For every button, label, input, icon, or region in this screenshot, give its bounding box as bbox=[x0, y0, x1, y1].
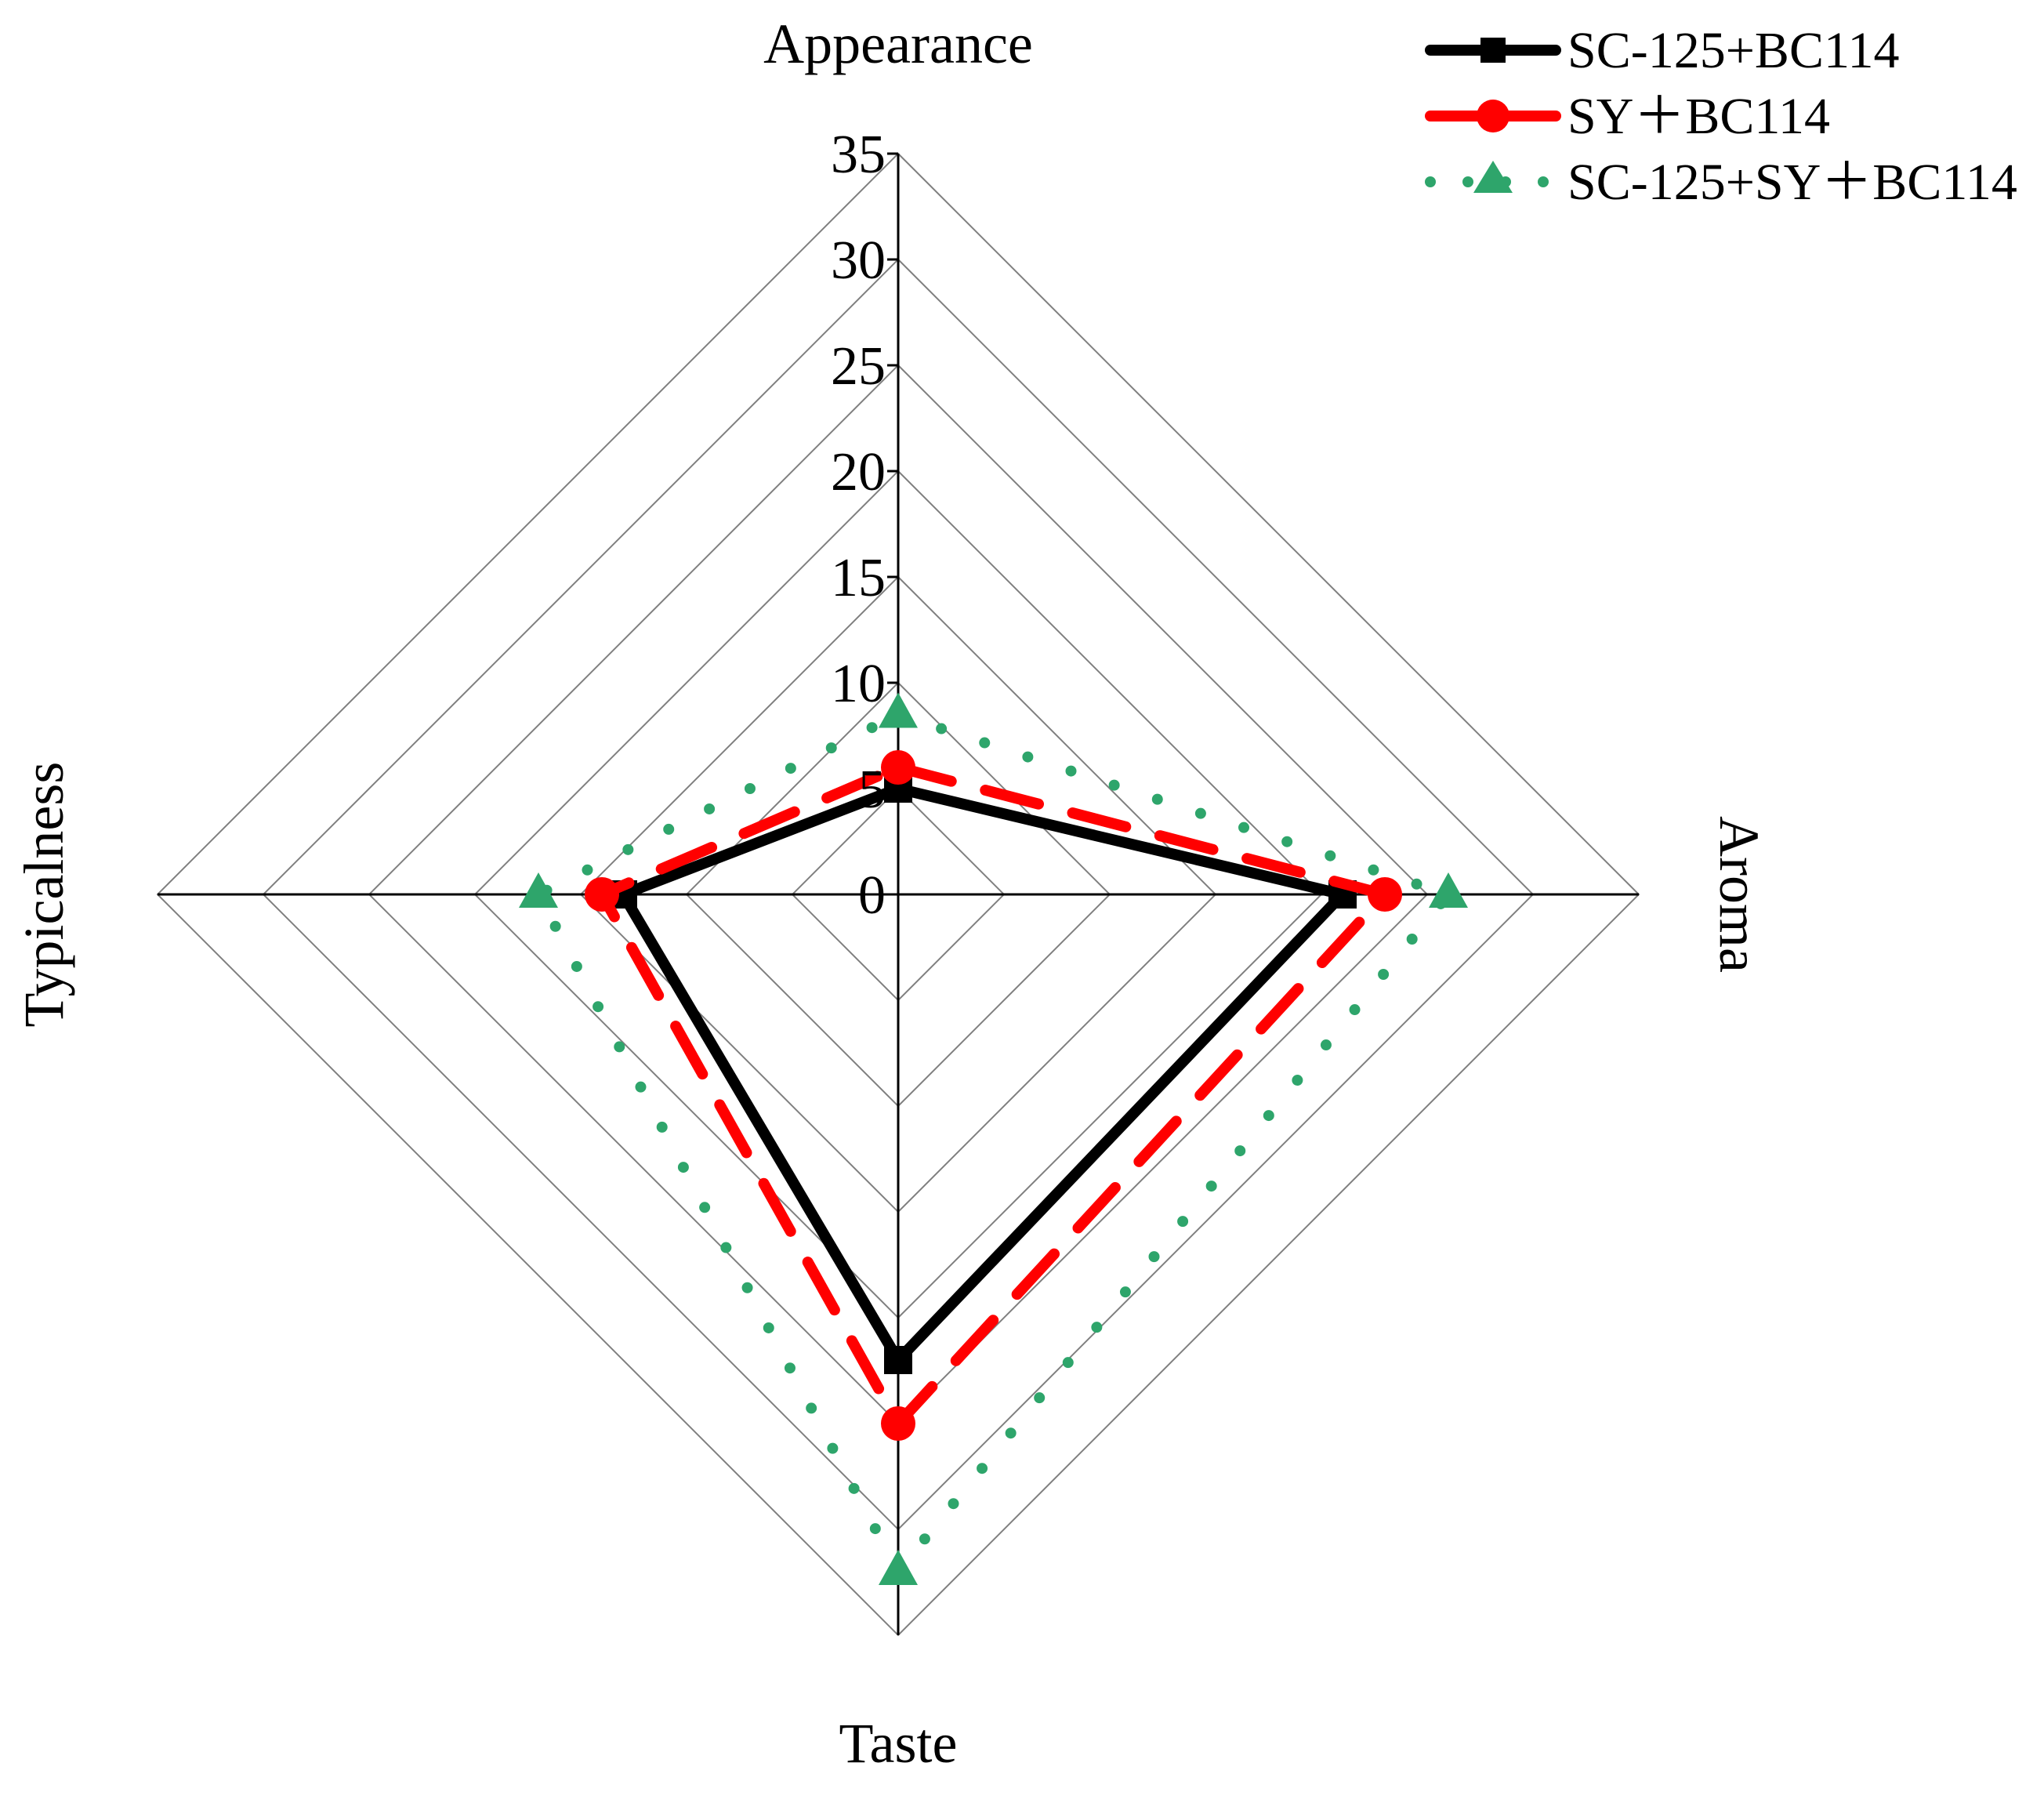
data-point bbox=[1429, 872, 1468, 908]
series-2 bbox=[519, 692, 1468, 1585]
legend-label: SC-125+SY＋BC114 bbox=[1567, 154, 2017, 211]
legend-marker-square bbox=[1480, 38, 1506, 63]
axis-title-appearance: Appearance bbox=[763, 13, 1033, 75]
data-point bbox=[879, 692, 918, 728]
data-point bbox=[881, 1406, 915, 1441]
legend-marker-circle bbox=[1477, 100, 1509, 132]
legend-marker-triangle bbox=[1473, 161, 1513, 193]
series-line bbox=[596, 762, 1390, 1429]
radial-tick-label: 15 bbox=[831, 548, 886, 608]
radial-tick-label: 35 bbox=[831, 125, 886, 185]
data-point bbox=[881, 750, 915, 785]
radial-tick-labels: 0 5 10 15 20 25 30 35 bbox=[831, 125, 886, 926]
data-point bbox=[585, 877, 619, 912]
radial-tick-label: 20 bbox=[831, 442, 886, 502]
radial-tick-label: 25 bbox=[831, 336, 886, 397]
axis-title-taste: Taste bbox=[839, 1712, 958, 1775]
radial-tick-label: 5 bbox=[858, 760, 886, 820]
radial-tick-label: 30 bbox=[831, 230, 886, 291]
data-point bbox=[879, 1550, 918, 1585]
legend-label: SY＋BC114 bbox=[1567, 88, 1830, 145]
legend-label: SC-125+BC114 bbox=[1567, 22, 1900, 79]
radar-series bbox=[519, 692, 1468, 1585]
axis-title-typicalness: Typicalness bbox=[13, 762, 75, 1028]
data-point bbox=[884, 1346, 912, 1374]
series-line bbox=[533, 709, 1454, 1577]
data-point bbox=[519, 872, 558, 908]
legend-item: SY＋BC114 bbox=[1425, 88, 1830, 145]
legend: SC-125+BC114 SY＋BC114 SC-125+SY＋BC114 bbox=[1425, 22, 2017, 211]
data-point bbox=[1368, 877, 1402, 912]
radial-tick-label: 10 bbox=[831, 654, 886, 714]
series-0 bbox=[609, 774, 1357, 1374]
legend-item: SC-125+SY＋BC114 bbox=[1425, 154, 2017, 211]
radial-tick-label: 0 bbox=[858, 865, 886, 926]
axis-title-aroma: Aroma bbox=[1708, 816, 1770, 973]
series-1 bbox=[585, 750, 1402, 1441]
legend-item: SC-125+BC114 bbox=[1425, 22, 1900, 79]
